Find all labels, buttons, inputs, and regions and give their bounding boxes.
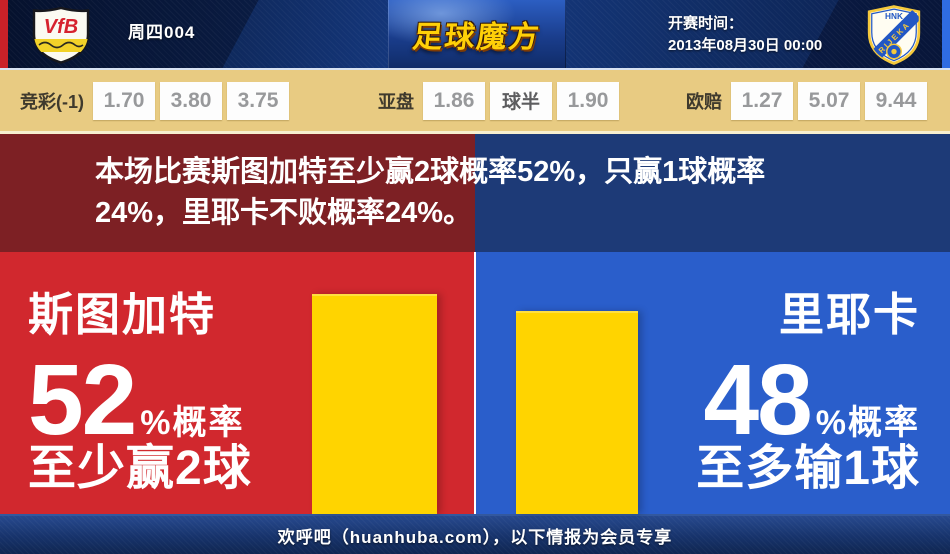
home-probability-bar <box>312 294 437 514</box>
jingcai-home-odds: 1.70 <box>93 81 155 120</box>
probability-comparison: 斯图加特 52 %概率 至少赢2球 里耶卡 48 %概率 至多输1球 <box>0 252 950 514</box>
vfb-abbr-text: VfB <box>44 16 78 38</box>
match-number-label: 周四004 <box>128 23 196 42</box>
footer-site-text: 欢呼吧（huanhuba.com），以下情报为会员专享 <box>277 527 673 547</box>
summary-right-background <box>475 134 950 252</box>
kickoff-label: 开赛时间： <box>668 15 744 32</box>
jingcai-label: 竞彩(-1) <box>20 91 84 112</box>
yapan-home-odds: 1.86 <box>423 81 485 120</box>
away-outcome-text: 至多输1球 <box>696 442 920 495</box>
home-team-crest: VfB <box>30 6 92 68</box>
away-percent-value: 48 <box>703 344 813 456</box>
right-edge-strip <box>942 0 950 68</box>
prediction-summary-banner: 本场比赛斯图加特至少赢2球概率52%，只赢1球概率 24%，里耶卡不败概率24%… <box>0 134 950 252</box>
away-team-crest: HNK RIJEKA <box>866 5 922 68</box>
site-logo-text: 足球魔方 <box>410 21 543 54</box>
asian-handicap-group: 亚盘 1.86 球半 1.90 <box>378 70 619 131</box>
yapan-label: 亚盘 <box>378 91 414 112</box>
odds-bar: 竞彩(-1) 1.70 3.80 3.75 亚盘 1.86 球半 1.90 欧赔… <box>0 70 950 131</box>
oupei-draw-odds: 5.07 <box>798 81 860 120</box>
home-percent-suffix: %概率 <box>140 404 245 442</box>
summary-left-background <box>0 134 475 252</box>
left-edge-strip <box>0 0 8 68</box>
jingcai-odds-group: 竞彩(-1) 1.70 3.80 3.75 <box>20 70 289 131</box>
summary-line-2: 24%，里耶卡不败概率24%。 <box>95 197 473 229</box>
header-divider-line <box>0 68 950 70</box>
hnk-rijeka-crest-icon: HNK RIJEKA <box>867 5 921 65</box>
vfb-stuttgart-crest-icon: VfB <box>32 6 90 64</box>
header-bar: VfB 周四004 足球魔方 开赛时间： 2013年08月30日 00:00 H… <box>0 0 950 68</box>
footer-bar: 欢呼吧（huanhuba.com），以下情报为会员专享 <box>0 514 950 554</box>
oupei-home-odds: 1.27 <box>731 81 793 120</box>
away-probability-bar <box>516 311 638 514</box>
euro-odds-group: 欧赔 1.27 5.07 9.44 <box>686 70 927 131</box>
jingcai-draw-odds: 3.80 <box>160 81 222 120</box>
yapan-away-odds: 1.90 <box>557 81 619 120</box>
rijeka-hnk-text: HNK <box>885 12 903 21</box>
odds-divider-line <box>0 131 950 134</box>
yapan-handicap-value: 球半 <box>490 81 552 120</box>
panel-divider-line <box>474 252 476 514</box>
kickoff-time-block: 开赛时间： 2013年08月30日 00:00 <box>668 13 822 57</box>
home-team-name: 斯图加特 <box>28 289 217 340</box>
oupei-away-odds: 9.44 <box>865 81 927 120</box>
summary-line-1: 本场比赛斯图加特至少赢2球概率52%，只赢1球概率 <box>95 156 766 188</box>
away-percent-row: 48 %概率 <box>704 324 920 476</box>
kickoff-datetime: 2013年08月30日 00:00 <box>668 37 823 54</box>
site-logo[interactable]: 足球魔方 <box>388 0 566 68</box>
away-percent-suffix: %概率 <box>815 404 920 442</box>
oupei-label: 欧赔 <box>686 91 722 112</box>
home-percent-row: 52 %概率 <box>28 324 244 476</box>
jingcai-away-odds: 3.75 <box>227 81 289 120</box>
home-outcome-text: 至少赢2球 <box>28 442 252 495</box>
home-percent-value: 52 <box>28 344 137 456</box>
prediction-summary-text: 本场比赛斯图加特至少赢2球概率52%，只赢1球概率 24%，里耶卡不败概率24%… <box>95 152 765 234</box>
away-team-name: 里耶卡 <box>778 289 920 340</box>
